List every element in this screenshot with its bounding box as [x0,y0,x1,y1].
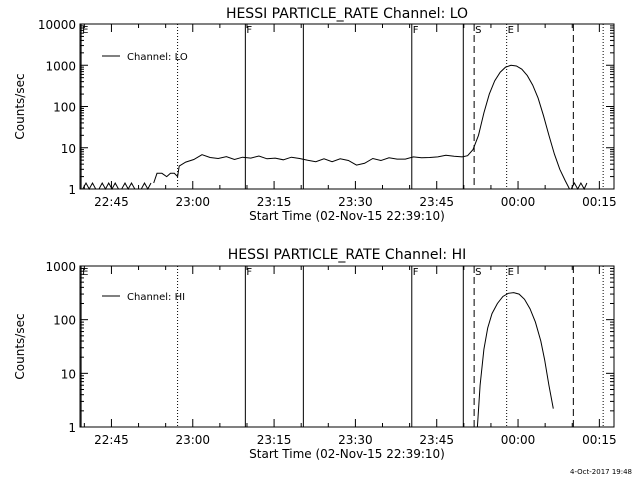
x-tick-label: 23:30 [338,433,373,447]
x-tick-label: 22:45 [94,433,129,447]
chart-title: HESSI PARTICLE_RATE Channel: LO [226,6,468,22]
event-marker-label: F [413,25,419,36]
y-axis-label: Counts/sec [13,73,27,139]
x-axis-label: Start Time (02-Nov-15 22:39:10) [249,447,445,461]
x-tick-label: 23:00 [175,195,210,209]
event-marker-label: S [475,25,481,36]
x-tick-label: 23:45 [419,433,454,447]
series-line-1 [476,292,554,428]
x-tick-label: 23:00 [175,433,210,447]
plot-frame [79,265,615,428]
y-tick-label: 10000 [38,18,76,32]
legend-label: Channel: LO [127,52,188,63]
y-tick-label: 1000 [45,59,76,73]
x-tick-label: 00:15 [582,433,617,447]
event-marker-label: E [82,267,88,278]
x-tick-label: 00:00 [501,195,536,209]
y-tick-label: 1 [68,421,76,435]
plot-frame [79,23,615,190]
chart-title: HESSI PARTICLE_RATE Channel: HI [228,247,466,263]
footer-date: 4-Oct-2017 19:48 [569,468,632,476]
chart-panel-2: HESSI PARTICLE_RATE Channel: HI 1 10 100 100… [13,247,617,461]
event-marker-label: E [82,25,88,36]
x-tick-label: 23:15 [257,195,292,209]
x-tick-label: 00:00 [501,433,536,447]
legend-label: Channel: HI [127,292,185,303]
series-tail-line [570,181,588,191]
event-marker-label: F [413,267,419,278]
event-marker-label: E [508,267,514,278]
y-tick-label: 1000 [45,260,76,274]
x-tick-label: 23:30 [338,195,373,209]
y-axis-label: Counts/sec [13,313,27,379]
y-tick-label: 10 [61,367,76,381]
y-tick-label: 10 [61,142,76,156]
x-tick-label: 23:15 [257,433,292,447]
event-marker-label: F [246,25,252,36]
event-marker-label: S [475,267,481,278]
series-noise-line [82,181,152,191]
series-line-1 [153,64,570,190]
event-marker-label: F [246,267,252,278]
y-tick-label: 100 [53,314,76,328]
chart-panel-1: HESSI PARTICLE_RATE Channel: LO 1 10 100 100… [13,6,617,223]
x-tick-label: 00:15 [582,195,617,209]
x-tick-label: 23:45 [419,195,454,209]
y-tick-label: 1 [68,183,76,197]
x-axis-label: Start Time (02-Nov-15 22:39:10) [249,209,445,223]
y-tick-label: 100 [53,101,76,115]
x-tick-label: 22:45 [94,195,129,209]
event-marker-label: E [508,25,514,36]
